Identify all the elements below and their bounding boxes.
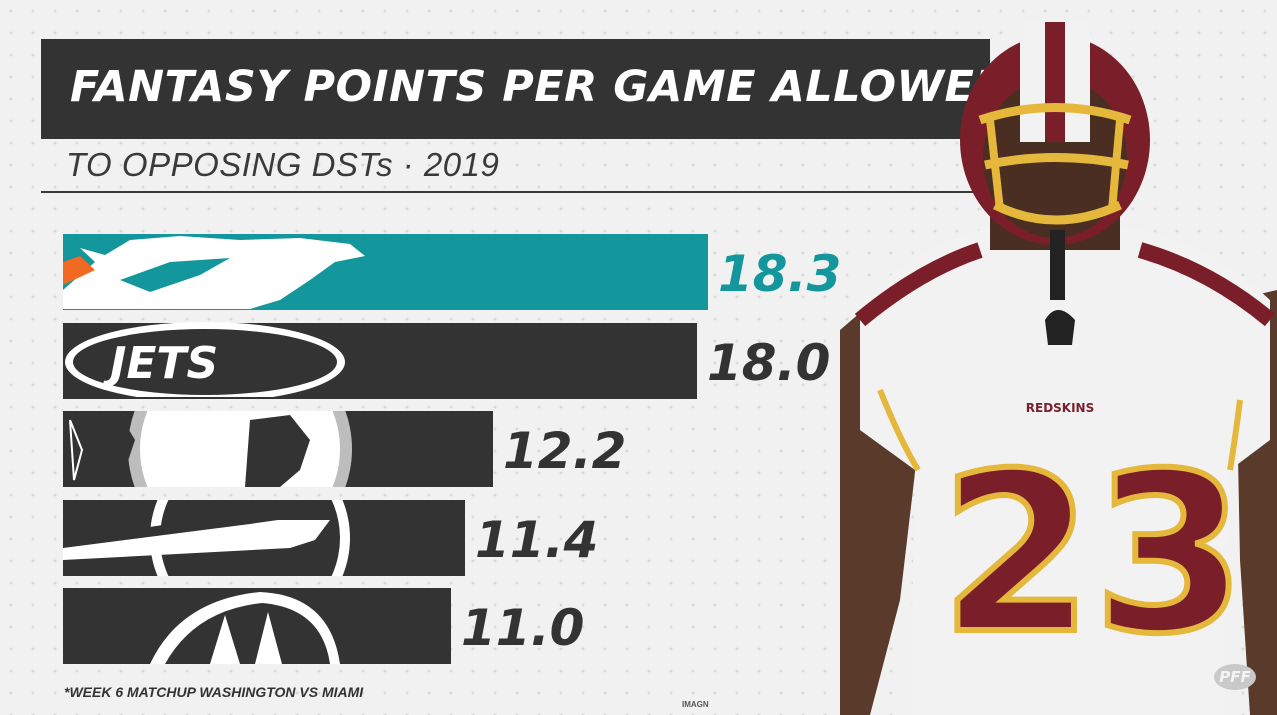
bills-logo-icon (63, 500, 350, 576)
svg-text:JETS: JETS (102, 338, 218, 389)
jets-logo-icon: JETS (65, 322, 345, 397)
bar-value-label-3: 12.2 (503, 422, 626, 480)
pff-logo: PFF (1214, 664, 1256, 690)
chart-subtitle: TO OPPOSING DSTs · 2019 (66, 146, 500, 183)
bar-value-label-5: 11.0 (461, 599, 584, 657)
dolphins-logo-icon (63, 236, 365, 309)
jersey-team-name: REDSKINS (1026, 401, 1095, 415)
title-bar (41, 39, 990, 139)
photo-credit: IMAGN (682, 700, 709, 709)
jersey-number: 23 (940, 426, 1246, 682)
bar-value-label-1: 18.3 (718, 245, 841, 303)
footnote: *WEEK 6 MATCHUP WASHINGTON VS MIAMI (64, 684, 364, 700)
bar-value-label-4: 11.4 (475, 511, 598, 569)
player-photo: 23 REDSKINS (840, 22, 1277, 715)
subtitle-divider (41, 191, 990, 193)
bengals-helmet-icon (150, 592, 340, 664)
redskins-logo-icon (69, 411, 352, 487)
bar-value-label-2: 18.0 (707, 334, 830, 392)
chart-title: FANTASY POINTS PER GAME ALLOWED (70, 62, 1011, 112)
